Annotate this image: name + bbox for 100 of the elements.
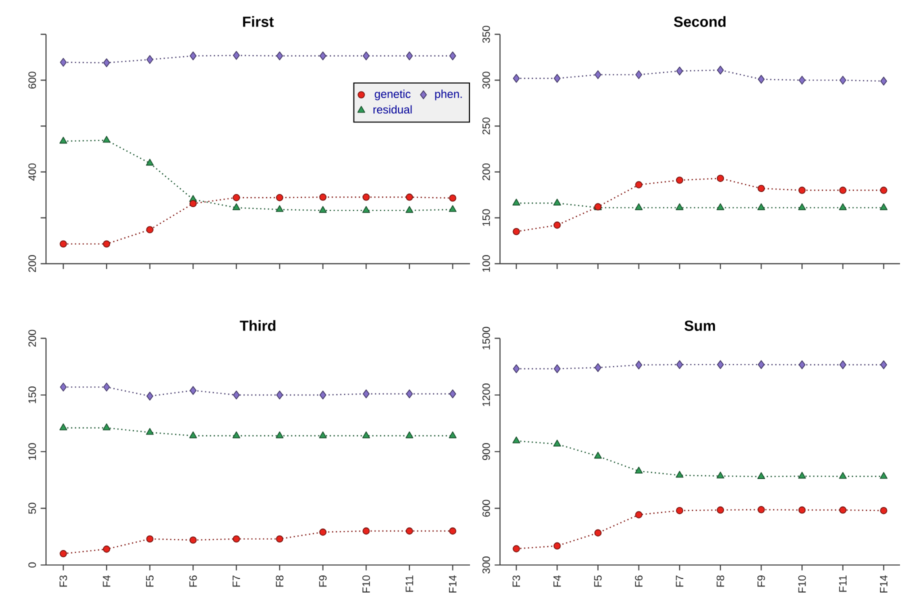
x-tick-label: F11 <box>406 576 414 592</box>
point <box>319 194 326 201</box>
x-tick-label: F11 <box>839 576 847 592</box>
point <box>512 198 520 206</box>
point <box>839 506 846 514</box>
point <box>676 360 683 369</box>
point <box>190 386 197 395</box>
point <box>635 181 642 188</box>
point <box>838 203 847 210</box>
point <box>146 158 154 166</box>
chart-title: Sum <box>684 320 715 331</box>
point <box>512 545 520 552</box>
point <box>839 76 846 85</box>
y-tick-label: 1200 <box>482 384 490 406</box>
y-tick-label: 600 <box>482 500 490 517</box>
point <box>60 550 67 558</box>
x-tick-label: F4 <box>553 575 561 587</box>
point <box>634 203 643 210</box>
point <box>60 382 67 392</box>
point <box>880 186 888 194</box>
point <box>406 51 413 60</box>
point <box>717 360 724 369</box>
point <box>276 535 284 543</box>
point <box>406 389 413 398</box>
point <box>276 205 284 212</box>
point <box>146 392 154 401</box>
point <box>190 536 197 544</box>
point <box>59 423 68 430</box>
point <box>276 194 284 202</box>
point <box>880 76 888 86</box>
point <box>512 436 520 444</box>
y-tick-label: 0 <box>28 562 36 568</box>
point <box>635 511 642 518</box>
point <box>880 203 888 210</box>
x-tick-label: F14 <box>449 575 456 593</box>
point <box>232 194 240 202</box>
point <box>798 472 806 479</box>
point <box>232 203 240 210</box>
point <box>448 431 457 438</box>
point <box>449 194 456 202</box>
point <box>635 70 642 80</box>
point <box>319 390 326 400</box>
point <box>676 203 684 210</box>
point <box>716 506 724 514</box>
point <box>362 51 370 60</box>
point <box>758 506 765 514</box>
point <box>553 198 562 206</box>
point <box>319 206 327 213</box>
point <box>406 206 414 213</box>
point <box>512 364 520 374</box>
legend-label: phen. <box>435 90 462 100</box>
point <box>362 194 370 201</box>
x-tick-label: F8 <box>716 576 724 587</box>
point <box>449 51 456 60</box>
point <box>448 205 457 212</box>
y-tick-label: 200 <box>28 255 36 272</box>
point <box>60 240 67 248</box>
point <box>758 360 765 369</box>
point <box>232 431 240 438</box>
y-tick-label: 900 <box>482 443 490 460</box>
y-tick-label: 150 <box>28 386 36 404</box>
x-tick-label: F9 <box>757 576 766 587</box>
y-tick-label: 400 <box>28 163 36 181</box>
x-tick-label: F5 <box>594 575 602 587</box>
y-tick-label: 100 <box>482 255 490 272</box>
point <box>60 58 67 67</box>
point <box>449 527 456 535</box>
y-tick-label: 300 <box>482 72 490 89</box>
point <box>594 70 602 80</box>
point <box>716 203 724 210</box>
x-tick-label: F7 <box>676 576 684 587</box>
point <box>103 382 110 392</box>
x-tick-label: F7 <box>232 576 240 587</box>
point <box>512 228 520 236</box>
point <box>798 186 806 194</box>
chart-title: Second <box>674 16 726 27</box>
point <box>319 431 327 438</box>
y-tick-label: 350 <box>482 26 490 43</box>
point <box>838 472 847 479</box>
point <box>839 186 846 194</box>
point <box>594 452 602 459</box>
point <box>880 360 888 370</box>
point <box>102 136 110 143</box>
point <box>102 423 110 430</box>
point <box>232 390 240 400</box>
point <box>716 174 724 182</box>
point <box>59 136 68 144</box>
point <box>554 74 561 83</box>
point <box>449 389 456 398</box>
point <box>146 428 154 435</box>
point <box>189 431 197 438</box>
point <box>798 203 806 210</box>
point <box>676 176 684 184</box>
point <box>798 76 806 85</box>
point <box>146 55 154 64</box>
point <box>758 74 765 84</box>
point <box>676 506 684 514</box>
x-tick-label: F5 <box>146 575 154 587</box>
x-tick-label: F10 <box>362 575 370 593</box>
x-tick-label: F6 <box>635 576 643 587</box>
